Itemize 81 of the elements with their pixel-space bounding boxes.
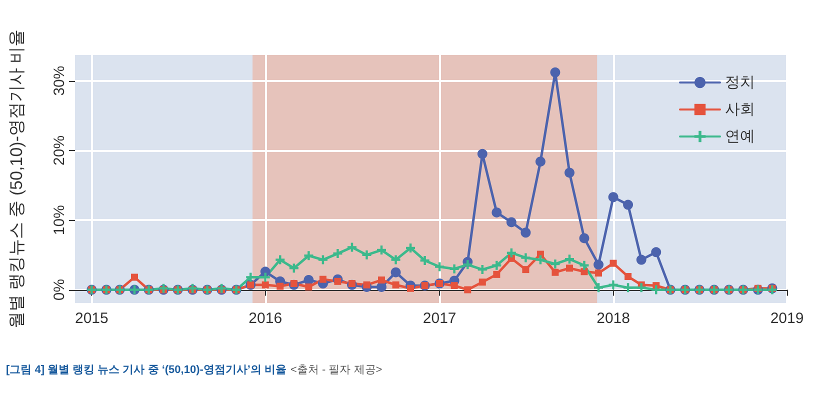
point <box>580 260 589 270</box>
point <box>579 233 590 244</box>
point <box>478 278 486 286</box>
x-tick-label: 2016 <box>248 310 282 327</box>
point <box>376 282 387 292</box>
point <box>262 281 269 288</box>
legend-label: 정치 <box>725 74 755 91</box>
y-tick-label: 30% <box>51 66 68 96</box>
point <box>130 274 138 281</box>
point <box>608 280 618 290</box>
point <box>304 275 314 286</box>
point <box>347 242 356 252</box>
point <box>506 217 516 228</box>
point <box>391 255 400 264</box>
point <box>623 200 634 210</box>
point <box>594 260 604 270</box>
point <box>521 253 530 262</box>
point <box>506 248 516 258</box>
point <box>552 268 559 276</box>
point <box>348 280 356 287</box>
point <box>290 280 298 287</box>
point <box>550 67 560 78</box>
x-tick-label: 2019 <box>770 310 804 327</box>
point <box>477 148 488 159</box>
point <box>464 286 472 294</box>
point <box>420 256 430 266</box>
point <box>289 264 298 273</box>
point <box>624 283 633 292</box>
y-tick-label: 10% <box>51 205 68 236</box>
point <box>651 247 662 258</box>
point <box>450 282 458 290</box>
point <box>608 192 618 202</box>
point <box>392 281 400 288</box>
point <box>276 255 285 264</box>
point <box>276 282 284 290</box>
point <box>435 262 444 272</box>
legend-label: 연예 <box>725 128 755 145</box>
point <box>390 267 401 278</box>
point <box>407 284 414 292</box>
x-tick-label: 2017 <box>422 310 456 327</box>
point <box>450 264 459 274</box>
point <box>334 278 342 285</box>
point <box>378 276 386 284</box>
y-tick-label: 20% <box>51 135 68 166</box>
point <box>305 283 312 290</box>
point <box>564 168 574 178</box>
point <box>566 264 573 272</box>
point <box>520 228 531 238</box>
point <box>624 273 632 280</box>
point <box>536 255 545 264</box>
point <box>492 260 502 270</box>
point <box>636 254 646 265</box>
point <box>478 265 487 274</box>
y-axis-title: 월별 랭킹뉴스 중 (50,10)-영점기사 비율 <box>7 29 26 329</box>
point <box>492 207 502 218</box>
point <box>550 259 560 268</box>
point <box>522 266 530 274</box>
point <box>463 260 472 270</box>
point <box>564 254 574 264</box>
point <box>363 281 370 288</box>
point <box>536 250 544 258</box>
x-tick-label: 2015 <box>74 310 108 327</box>
point <box>595 270 602 277</box>
point <box>362 250 372 260</box>
point <box>333 249 342 258</box>
y-tick-label: 0% <box>51 278 68 301</box>
point <box>636 283 646 292</box>
point <box>406 243 416 252</box>
legend-label: 사회 <box>725 101 755 118</box>
point <box>318 255 328 264</box>
text: [그림 4] 월별 랭킹 뉴스 기사 중 ‘(50,10)-영점기사’의 비율 <box>6 364 287 376</box>
point <box>304 251 314 260</box>
point <box>652 285 661 294</box>
text: <출처 - 필자 제공> <box>290 364 382 376</box>
point <box>594 283 604 292</box>
x-tick-label: 2018 <box>596 310 630 327</box>
point <box>610 260 617 267</box>
point <box>377 246 386 255</box>
point <box>319 276 326 283</box>
point <box>493 270 500 278</box>
point <box>535 156 546 167</box>
